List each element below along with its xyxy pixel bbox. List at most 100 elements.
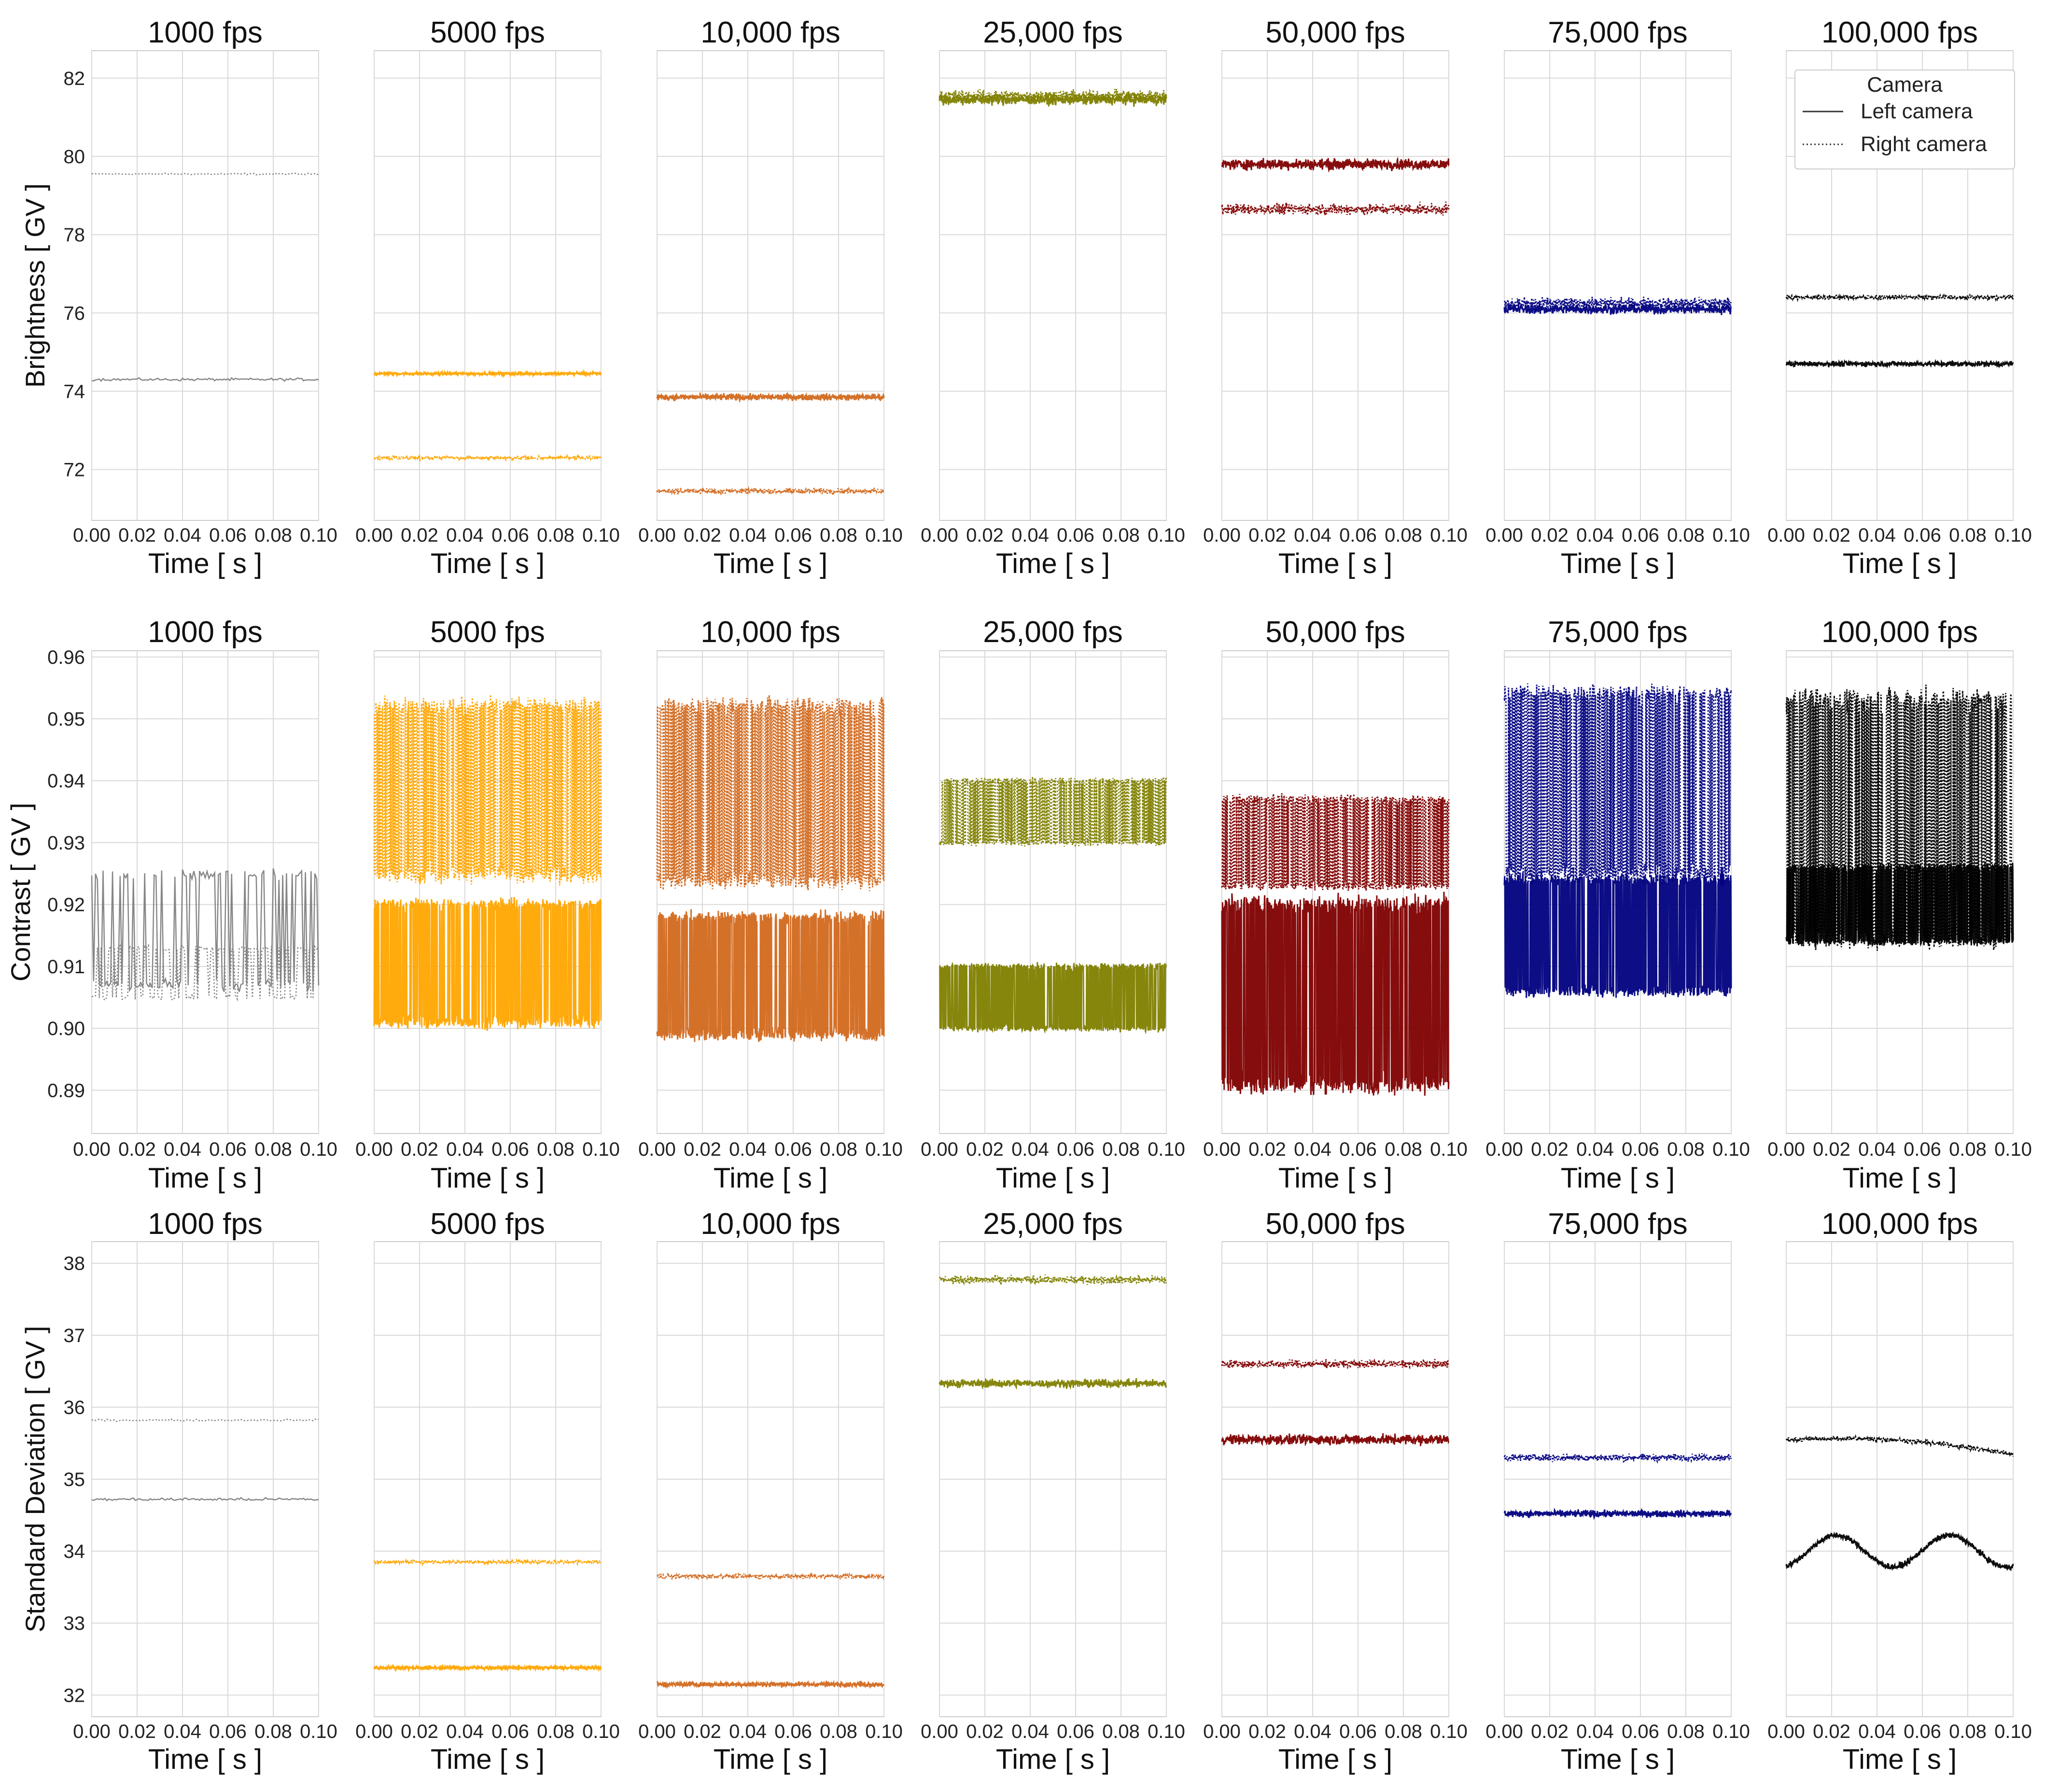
y-tick-label: 0.94	[47, 770, 85, 792]
plot-frame	[1504, 50, 1732, 521]
y-tick-label: 0.93	[47, 832, 85, 854]
x-tick-label: 0.00	[355, 525, 393, 546]
x-axis-label: Time [ s ]	[1843, 1162, 1957, 1194]
x-axis-label: Time [ s ]	[431, 1744, 545, 1775]
x-tick-label: 0.00	[73, 1139, 111, 1160]
x-tick-label: 0.08	[1667, 1139, 1705, 1160]
x-tick-label: 0.06	[1904, 1721, 1941, 1742]
plot-frame	[374, 50, 602, 521]
x-tick-label: 0.06	[491, 1139, 529, 1160]
x-axis-label: Time [ s ]	[714, 1744, 827, 1775]
x-tick-label: 0.02	[118, 1721, 156, 1742]
x-tick-label: 0.10	[300, 525, 337, 546]
x-tick-label: 0.10	[1148, 1721, 1185, 1742]
subplot-1-0: 1000 fps 0.00 0.02 0.04 0.06 0.08 0.10 Time [ s…	[47, 616, 337, 1194]
x-tick-label: 0.02	[1813, 1721, 1850, 1742]
x-tick-label: 0.06	[1339, 525, 1377, 546]
x-tick-label: 0.00	[1767, 1139, 1805, 1160]
x-tick-label: 0.00	[1767, 525, 1805, 546]
subplot-0-0: 1000 fps 0.00 0.02 0.04 0.06 0.08 0.10 Time [ s…	[64, 16, 337, 579]
x-tick-label: 0.08	[1667, 1721, 1705, 1742]
x-tick-label: 0.06	[1339, 1139, 1377, 1160]
subplot-title: 25,000 fps	[983, 1207, 1123, 1241]
x-tick-label: 0.10	[300, 1721, 337, 1742]
x-tick-label: 0.02	[684, 525, 721, 546]
x-axis-label: Time [ s ]	[996, 548, 1110, 579]
subplot-2-6: 100,000 fps 0.00 0.02 0.04 0.06 0.08 0.10 Time …	[1767, 1207, 2032, 1775]
subplot-title: 1000 fps	[148, 1207, 263, 1241]
x-tick-label: 0.06	[1622, 525, 1659, 546]
x-tick-label: 0.06	[1057, 1139, 1094, 1160]
x-tick-label: 0.00	[638, 1721, 676, 1742]
subplot-2-1: 5000 fps 0.00 0.02 0.04 0.06 0.08 0.10 Time [ s…	[355, 1207, 620, 1775]
x-tick-label: 0.04	[1576, 1721, 1614, 1742]
plot-frame	[939, 50, 1167, 521]
x-tick-label: 0.00	[1203, 1139, 1241, 1160]
x-tick-label: 0.06	[491, 1721, 529, 1742]
series-right-camera	[1221, 1358, 1450, 1370]
x-tick-label: 0.02	[1531, 1139, 1569, 1160]
x-tick-label: 0.10	[300, 1139, 337, 1160]
x-tick-label: 0.08	[1949, 1721, 1987, 1742]
subplot-title: 100,000 fps	[1821, 1207, 1978, 1241]
subplot-title: 5000 fps	[430, 1207, 545, 1241]
y-tick-label: 0.91	[47, 956, 85, 978]
series-right-camera	[1785, 1433, 2014, 1458]
x-axis-label: Time [ s ]	[996, 1744, 1110, 1775]
x-tick-label: 0.08	[537, 1139, 574, 1160]
x-tick-label: 0.06	[491, 525, 529, 546]
x-axis-label: Time [ s ]	[1278, 1162, 1392, 1194]
subplot-1-2: 10,000 fps 0.00 0.02 0.04 0.06 0.08 0.10 Time […	[638, 616, 903, 1194]
subplot-2-0: 1000 fps 0.00 0.02 0.04 0.06 0.08 0.10 Time [ s…	[64, 1207, 337, 1775]
x-tick-label: 0.04	[1576, 1139, 1614, 1160]
subplot-title: 75,000 fps	[1548, 1207, 1688, 1241]
y-tick-label: 0.96	[47, 647, 85, 668]
x-tick-label: 0.04	[1576, 525, 1614, 546]
x-tick-label: 0.10	[1430, 525, 1468, 546]
x-tick-label: 0.08	[1949, 1139, 1987, 1160]
x-tick-label: 0.00	[1485, 1721, 1523, 1742]
x-tick-label: 0.04	[1011, 1721, 1049, 1742]
x-tick-label: 0.02	[1248, 1139, 1286, 1160]
series-left-camera	[1785, 359, 2014, 369]
series-left-camera	[656, 391, 885, 403]
series-left-camera	[1221, 156, 1450, 173]
x-tick-label: 0.00	[921, 1721, 958, 1742]
x-axis-label: Time [ s ]	[714, 1162, 827, 1194]
x-tick-label: 0.04	[1858, 525, 1896, 546]
x-tick-label: 0.04	[1858, 1139, 1896, 1160]
subplot-1-1: 5000 fps 0.00 0.02 0.04 0.06 0.08 0.10 Time [ s…	[355, 616, 620, 1194]
subplot-2-2: 10,000 fps 0.00 0.02 0.04 0.06 0.08 0.10 Time […	[638, 1207, 903, 1775]
subplot-title: 10,000 fps	[700, 616, 840, 649]
y-tick-label: 38	[64, 1253, 85, 1274]
series-left-camera	[1503, 872, 1732, 998]
x-tick-label: 0.00	[1203, 1721, 1241, 1742]
series-left-camera	[1221, 1433, 1450, 1447]
x-tick-label: 0.08	[254, 1721, 292, 1742]
subplot-title: 5000 fps	[430, 16, 545, 49]
series-left-camera	[938, 961, 1167, 1035]
y-tick-label: 72	[64, 460, 85, 481]
subplot-title: 10,000 fps	[700, 16, 840, 49]
subplot-0-5: 75,000 fps 0.00 0.02 0.04 0.06 0.08 0.10 Time […	[1485, 16, 1750, 579]
y-axis-label: Brightness [ GV ]	[20, 183, 50, 388]
x-tick-label: 0.06	[774, 1139, 812, 1160]
x-axis-label: Time [ s ]	[148, 548, 262, 579]
series-right-camera	[1785, 293, 2014, 303]
x-tick-label: 0.06	[209, 525, 247, 546]
subplot-title: 75,000 fps	[1548, 616, 1688, 649]
x-tick-label: 0.10	[865, 525, 903, 546]
x-tick-label: 0.08	[254, 525, 292, 546]
subplot-2-3: 25,000 fps 0.00 0.02 0.04 0.06 0.08 0.10 Time […	[921, 1207, 1185, 1775]
series-left-camera	[938, 1377, 1167, 1390]
x-axis-label: Time [ s ]	[1561, 1744, 1675, 1775]
x-tick-label: 0.02	[684, 1721, 721, 1742]
series-right-camera	[938, 776, 1167, 847]
x-tick-label: 0.00	[1485, 1139, 1523, 1160]
y-tick-label: 35	[64, 1469, 85, 1490]
series-right-camera	[1503, 1453, 1732, 1464]
x-tick-label: 0.02	[401, 525, 438, 546]
x-tick-label: 0.04	[1294, 1139, 1331, 1160]
x-tick-label: 0.04	[1294, 1721, 1331, 1742]
